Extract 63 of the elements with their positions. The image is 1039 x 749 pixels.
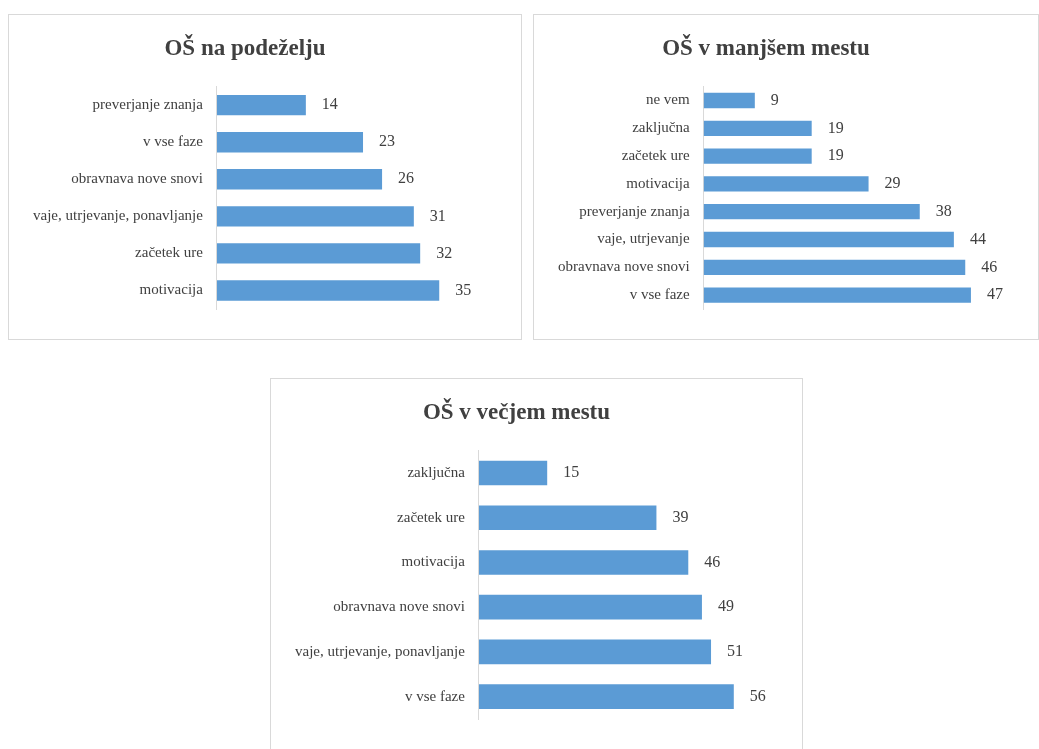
bar (703, 176, 869, 192)
y-tick-label: obravnava nove snovi (333, 598, 465, 615)
data-label: 49 (717, 597, 734, 615)
bar (216, 132, 364, 153)
bar (478, 684, 734, 709)
data-label: 47 (986, 285, 1003, 303)
data-label: 19 (827, 118, 844, 136)
data-label: 51 (727, 642, 744, 660)
bar (216, 243, 421, 264)
y-tick-label: vaje, utrjevanje (597, 230, 690, 247)
bar (216, 280, 440, 301)
bar (703, 120, 812, 136)
y-tick-label: zaključna (407, 463, 466, 480)
bar (703, 148, 812, 164)
y-tick-label: preverjanje znanja (579, 202, 690, 219)
data-label: 9 (770, 90, 779, 108)
data-label: 56 (749, 686, 766, 704)
y-tick-label: motivacija (626, 174, 690, 191)
y-tick-label: motivacija (139, 281, 204, 298)
bar (703, 204, 920, 220)
data-label: 23 (379, 132, 396, 150)
bar (703, 92, 755, 109)
bar (216, 169, 383, 190)
chart-title: OŠ v večjem mestu (422, 397, 611, 424)
y-tick-label: začetek ure (397, 508, 466, 525)
bar (478, 505, 657, 530)
chart-title: OŠ na podeželju (164, 33, 326, 60)
bar (478, 639, 712, 665)
y-tick-label: začetek ure (135, 244, 204, 261)
data-label: 29 (884, 174, 901, 192)
y-tick-label: ne vem (645, 91, 690, 108)
data-label: 39 (672, 507, 689, 525)
bar (478, 460, 548, 486)
bar (478, 594, 702, 620)
data-label: 46 (704, 552, 721, 570)
data-label: 32 (436, 243, 453, 261)
y-tick-label: v vse faze (142, 133, 204, 150)
data-label: 19 (827, 146, 844, 164)
bar (216, 94, 306, 116)
bar (703, 259, 966, 275)
data-label: 38 (935, 201, 952, 219)
y-tick-label: vaje, utrjevanje, ponavljanje (294, 642, 466, 659)
y-tick-label: zaključna (632, 119, 690, 136)
y-tick-label: začetek ure (621, 147, 690, 164)
y-tick-label: v vse faze (404, 687, 466, 704)
y-tick-label: motivacija (401, 553, 466, 570)
data-label: 44 (969, 229, 986, 247)
data-label: 31 (429, 206, 446, 224)
bar (478, 550, 689, 575)
data-label: 26 (398, 169, 415, 187)
y-tick-label: preverjanje znanja (92, 96, 204, 113)
y-tick-label: v vse faze (629, 286, 690, 303)
bar (703, 231, 954, 248)
bar (216, 206, 414, 227)
data-label: 35 (455, 280, 472, 298)
bar (703, 287, 971, 303)
y-tick-label: obravnava nove snovi (557, 258, 690, 275)
data-label: 46 (981, 257, 998, 275)
data-label: 14 (321, 95, 338, 113)
data-label: 15 (563, 463, 580, 481)
chart-title: OŠ v manjšem mestu (662, 33, 871, 60)
y-tick-label: obravnava nove snovi (71, 170, 203, 187)
y-tick-label: vaje, utrjevanje, ponavljanje (32, 207, 204, 224)
